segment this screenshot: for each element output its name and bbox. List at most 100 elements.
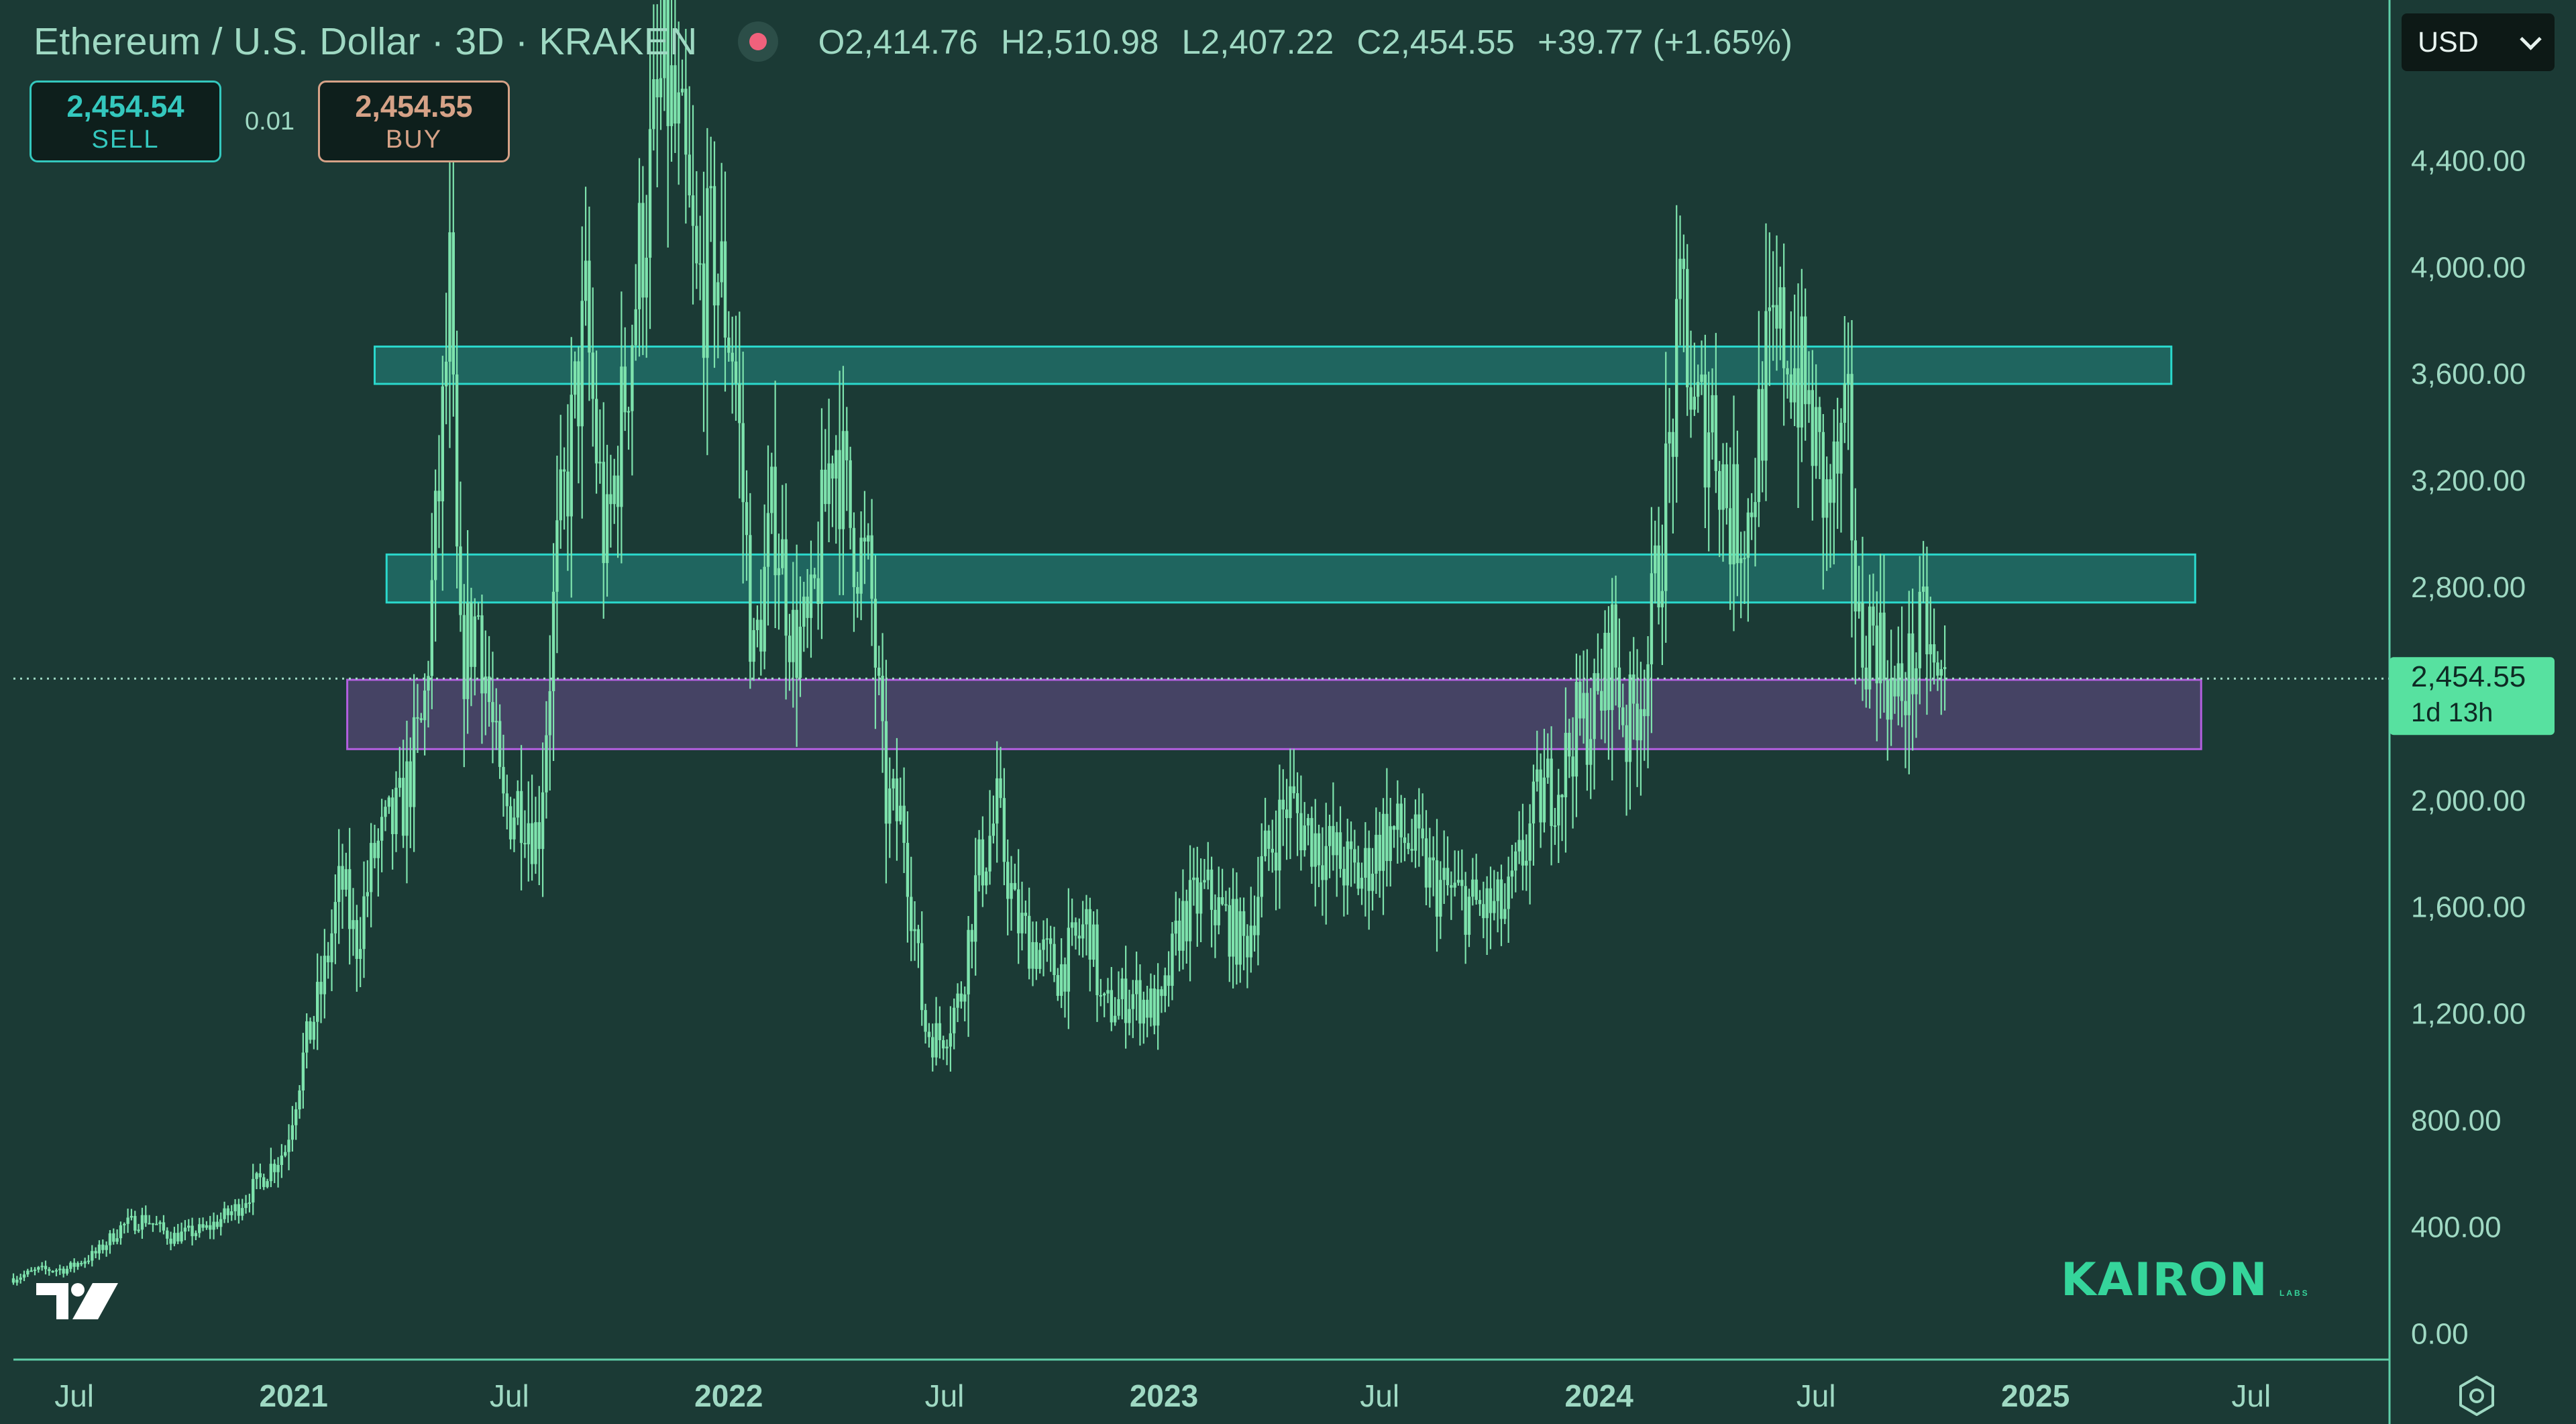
candle-body [974, 875, 977, 942]
candle-body [1059, 964, 1063, 997]
candle-body [1356, 862, 1360, 889]
candle-body [326, 956, 330, 962]
candle-body [1832, 441, 1836, 503]
candle-body [1943, 667, 1947, 670]
candle-body [709, 186, 712, 189]
candle-body [1850, 374, 1854, 541]
candle-body [162, 1222, 166, 1231]
candle-body [362, 896, 366, 950]
zone-resistance-support[interactable] [385, 553, 2196, 604]
candle-body [427, 676, 430, 691]
price-tick-label: 3,200.00 [2411, 464, 2526, 497]
candle-body [15, 1279, 19, 1283]
candle-body [126, 1217, 129, 1224]
candle-body [1664, 443, 1668, 591]
close-value: C2,454.55 [1356, 22, 1515, 61]
candle-body [244, 1203, 248, 1209]
candle-body [1338, 832, 1342, 869]
time-tick-label: Jul [54, 1378, 94, 1413]
candle-body [1335, 832, 1338, 856]
candle-body [1843, 383, 1847, 423]
candle-body [280, 1156, 284, 1165]
sell-button[interactable]: 2,454.54 SELL [30, 81, 221, 162]
candle-body [867, 535, 870, 542]
candle-body [1878, 612, 1882, 684]
symbol-title[interactable]: Ethereum / U.S. Dollar · 3D · KRAKEN [34, 20, 698, 63]
candle-body [752, 630, 755, 662]
candle-body [977, 839, 981, 876]
candle-body [806, 597, 809, 618]
candle-body [1889, 678, 1893, 720]
candle-body [91, 1251, 94, 1261]
candle-body [1499, 879, 1503, 919]
candle-body [151, 1223, 155, 1225]
candle-body [1056, 974, 1060, 997]
candle-body [1281, 799, 1285, 810]
candle-body [738, 383, 741, 423]
candle-body [1256, 897, 1260, 935]
price-tick-label: 2,000.00 [2411, 784, 2526, 817]
candle-body [1743, 558, 1746, 560]
candle-body [1725, 464, 1729, 509]
candle-body [1654, 545, 1657, 574]
candle-body [1625, 725, 1628, 762]
candle-body [172, 1233, 176, 1244]
candle-body [290, 1125, 294, 1140]
candle-body [398, 778, 402, 788]
candle-body [466, 602, 470, 699]
tradingview-logo-icon[interactable] [34, 1279, 121, 1323]
candle-body [1267, 830, 1271, 849]
candle-body [491, 702, 494, 723]
candle-body [384, 807, 387, 817]
zone-resistance[interactable] [373, 345, 2173, 385]
candle-body [627, 411, 631, 413]
candle-body [1292, 786, 1295, 793]
candle-body [1421, 828, 1424, 839]
candle-body [1367, 848, 1371, 891]
candle-body [942, 1040, 945, 1049]
candle-body [1657, 545, 1660, 608]
candle-body [1235, 899, 1238, 965]
candle-body [884, 721, 888, 824]
candle-body [1882, 612, 1886, 680]
time-tick-label: Jul [1360, 1378, 1399, 1413]
candle-body [473, 616, 476, 667]
candle-body [1128, 1009, 1131, 1023]
candle-body [1514, 851, 1517, 871]
candle-body [924, 1010, 927, 1032]
candle-body [534, 822, 537, 864]
chevron-down-icon [2520, 28, 2542, 50]
gear-icon[interactable] [2455, 1374, 2498, 1417]
candle-body [1872, 606, 1875, 626]
currency-selector[interactable]: USD [2402, 13, 2555, 71]
zone-support[interactable] [346, 678, 2202, 750]
candle-body [1482, 904, 1485, 919]
candle-body [745, 502, 749, 536]
candle-body [176, 1233, 180, 1241]
candle-body [1660, 591, 1664, 608]
buy-button[interactable]: 2,454.55 BUY [318, 81, 510, 162]
candle-body [1757, 389, 1761, 503]
candle-body [1510, 870, 1514, 877]
candle-body [835, 450, 838, 479]
candle-body [451, 232, 455, 375]
candle-body [1442, 868, 1446, 880]
candle-body [44, 1266, 48, 1270]
candle-body [1152, 988, 1156, 1026]
candle-body [1145, 999, 1149, 1018]
buy-price: 2,454.55 [355, 89, 473, 123]
candle-body [1936, 662, 1939, 676]
candle-body [180, 1231, 183, 1241]
candle-body [1811, 390, 1815, 466]
candle-body [248, 1202, 252, 1204]
candle-body [373, 843, 376, 858]
high-value: H2,510.98 [1000, 22, 1159, 61]
market-status-icon[interactable] [737, 21, 778, 62]
candle-body [609, 494, 612, 505]
candle-body [1532, 781, 1536, 824]
candle-body [1375, 835, 1378, 874]
candle-body [1167, 975, 1171, 986]
candle-body [634, 309, 637, 346]
candle-body [380, 817, 384, 841]
